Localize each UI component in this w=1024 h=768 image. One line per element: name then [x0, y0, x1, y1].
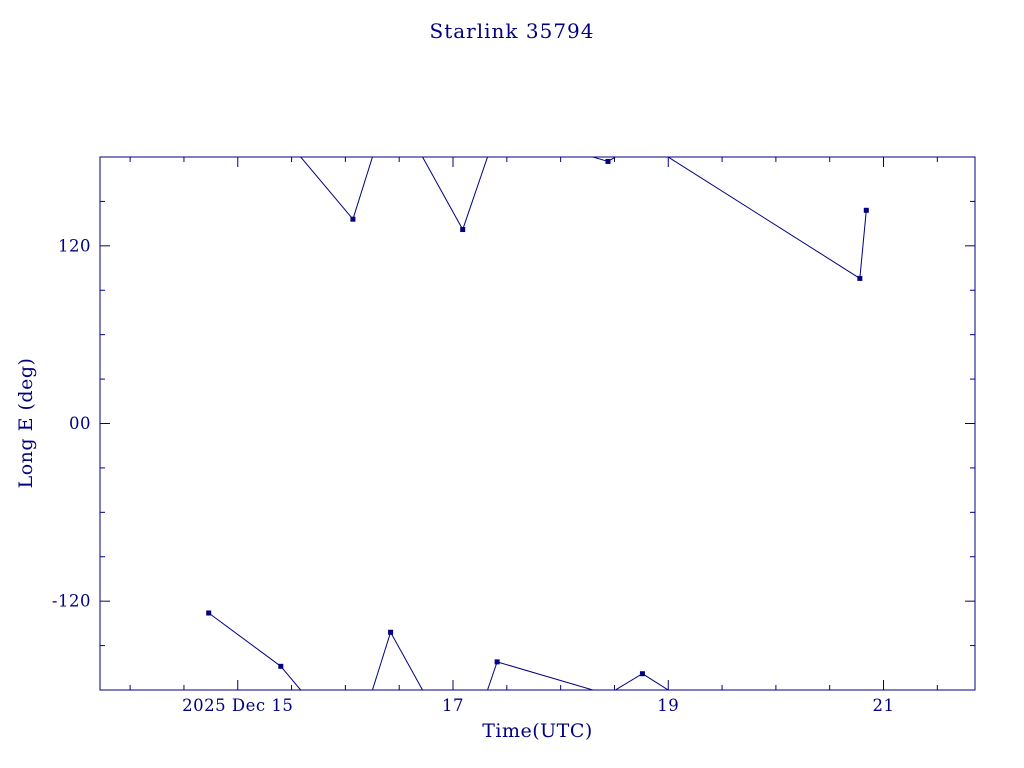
data-series — [206, 157, 869, 690]
y-axis-label: Long E (deg) — [15, 357, 37, 489]
data-point-marker — [605, 158, 611, 164]
data-point-marker — [278, 663, 284, 669]
x-tick-label: 19 — [657, 696, 679, 715]
data-point-marker — [460, 227, 466, 233]
chart-title: Starlink 35794 — [429, 19, 595, 43]
data-point-marker — [388, 629, 394, 635]
series-line-segment — [421, 157, 464, 230]
series-line-segment — [859, 210, 867, 279]
data-point-marker — [857, 275, 863, 281]
data-point-marker — [206, 610, 212, 616]
series-line-segment — [280, 665, 302, 690]
series-line-segment — [614, 673, 643, 690]
data-point-marker — [863, 207, 869, 213]
series-line-segment — [462, 157, 489, 230]
x-tick-label: 21 — [873, 696, 895, 715]
data-point-marker — [494, 659, 500, 665]
y-tick-label: 120 — [58, 236, 91, 255]
series-line-segment — [496, 661, 595, 690]
x-tick-label: 2025 Dec 15 — [182, 696, 293, 715]
y-tick-label: 00 — [69, 414, 91, 433]
series-line-segment — [300, 157, 354, 220]
series-line-segment — [352, 157, 373, 220]
series-line-segment — [208, 612, 282, 667]
data-point-marker — [350, 216, 356, 222]
x-tick-label: 17 — [442, 696, 464, 715]
series-line-segment — [486, 661, 498, 690]
data-point-marker — [639, 671, 645, 677]
series-line-segment — [607, 157, 617, 162]
series-line-segment — [371, 632, 392, 690]
series-line-segment — [390, 632, 424, 690]
x-axis-label: Time(UTC) — [482, 720, 593, 742]
series-line-segment — [667, 157, 861, 279]
plot-frame — [99, 156, 976, 691]
y-tick-label: -120 — [52, 592, 91, 611]
